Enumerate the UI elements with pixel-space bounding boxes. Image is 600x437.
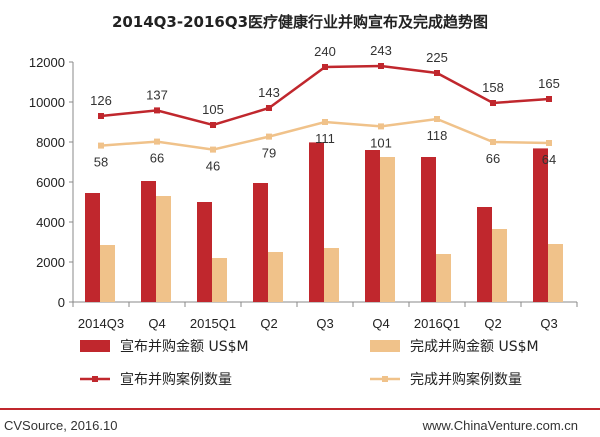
legend-swatch <box>80 340 110 352</box>
y-tick-label: 6000 <box>36 175 65 190</box>
completed-count-label: 66 <box>486 151 500 166</box>
completed-count-point <box>266 133 272 140</box>
legend-announced-amount: 宣布并购金额 US$M <box>80 339 249 355</box>
footer: CVSource, 2016.10 www.ChinaVenture.com.c… <box>0 408 600 433</box>
announced-count-point <box>210 122 216 128</box>
completed-count-label: 79 <box>262 146 276 161</box>
announced-amount-bar <box>477 207 492 302</box>
y-tick-label: 8000 <box>36 135 65 150</box>
announced-count-point <box>322 64 328 70</box>
completed-count-label: 111 <box>315 131 335 146</box>
legend-swatch-marker <box>382 376 388 382</box>
category-label: Q2 <box>260 316 277 331</box>
completed-count-label: 46 <box>206 159 220 174</box>
completed-count-point <box>378 123 384 130</box>
category-label: Q4 <box>372 316 389 331</box>
legend: 宣布并购金额 US$M 完成并购金额 US$M 宣布并购案例数量 完成并购案例数量 <box>80 339 539 388</box>
legend-label: 完成并购案例数量 <box>410 371 522 388</box>
announced-amount-bar <box>253 183 268 302</box>
announced-amount-bar <box>533 148 548 302</box>
announced-count-point <box>490 100 496 106</box>
category-label: 2016Q1 <box>414 316 460 331</box>
completed-count-point <box>434 116 440 122</box>
completed-count-point <box>154 138 160 145</box>
category-label: Q3 <box>540 316 557 331</box>
legend-swatch <box>370 340 400 352</box>
category-label: Q3 <box>316 316 333 331</box>
legend-label: 宣布并购金额 US$M <box>120 339 249 355</box>
announced-amount-bar <box>197 202 212 302</box>
source-text: CVSource, 2016.10 <box>4 418 117 433</box>
announced-count-point <box>98 113 104 119</box>
y-tick-label: 4000 <box>36 215 65 230</box>
announced-amount-bar <box>421 157 436 302</box>
announced-count-point <box>154 107 160 114</box>
y-tick-label: 0 <box>58 295 65 310</box>
announced-count-label: 243 <box>370 43 392 58</box>
plot-area: 0 2000 4000 6000 8000 10000 12000 2014Q3 Q4 2015Q… <box>29 43 578 331</box>
completed-count-label: 66 <box>150 151 164 166</box>
category-label: 2014Q3 <box>78 316 124 331</box>
completed-amount-bar <box>436 254 451 302</box>
completed-count-point <box>322 119 328 125</box>
completed-amount-bar <box>492 229 507 302</box>
announced-count-label: 137 <box>146 87 168 102</box>
announced-amount-bar <box>141 181 156 302</box>
announced-count-line <box>100 64 550 127</box>
legend-label: 宣布并购案例数量 <box>120 371 232 388</box>
completed-count-point <box>98 142 104 149</box>
announced-count-label: 165 <box>538 76 560 91</box>
legend-label: 完成并购金额 US$M <box>410 339 539 355</box>
completed-count-label: 58 <box>94 155 108 170</box>
announced-count-label: 105 <box>202 102 224 117</box>
completed-count-label: 64 <box>542 152 556 167</box>
completed-amount-bar <box>324 248 339 302</box>
announced-count-label: 126 <box>90 93 112 108</box>
completed-amount-bar <box>380 157 395 302</box>
y-tick-label: 12000 <box>29 55 65 70</box>
completed-amount-bar <box>100 245 115 302</box>
website-text: www.ChinaVenture.com.cn <box>422 418 578 433</box>
announced-amount-bar <box>309 142 324 302</box>
completed-count-label: 118 <box>427 128 448 143</box>
announced-count-point <box>266 105 272 111</box>
announced-count-point <box>378 63 384 69</box>
announced-amount-bar <box>365 150 380 302</box>
category-label: Q2 <box>484 316 501 331</box>
y-tick-label: 2000 <box>36 255 65 270</box>
completed-amount-bar <box>548 244 563 302</box>
legend-completed-count: 完成并购案例数量 <box>370 371 522 388</box>
announced-count-point <box>546 96 552 102</box>
completed-amount-bar <box>156 196 171 302</box>
announced-count-label: 143 <box>258 85 280 100</box>
announced-amount-bar <box>85 193 100 302</box>
y-tick-label: 10000 <box>29 95 65 110</box>
announced-count-label: 240 <box>314 44 336 59</box>
announced-count-label: 158 <box>482 80 504 95</box>
announced-count-label: 225 <box>426 50 448 65</box>
legend-swatch-marker <box>92 376 98 382</box>
completed-count-label: 101 <box>370 135 392 150</box>
completed-count-point <box>546 140 552 146</box>
completed-amount-bar <box>268 252 283 302</box>
category-label: Q4 <box>148 316 165 331</box>
completed-count-point <box>210 146 216 153</box>
legend-completed-amount: 完成并购金额 US$M <box>370 339 539 355</box>
completed-amount-bar <box>212 258 227 302</box>
completed-count-point <box>490 139 496 145</box>
category-label: 2015Q1 <box>190 316 236 331</box>
announced-count-point <box>434 70 440 76</box>
chart-title: 2014Q3-2016Q3医疗健康行业并购宣布及完成趋势图 <box>112 13 488 31</box>
legend-announced-count: 宣布并购案例数量 <box>80 371 232 388</box>
